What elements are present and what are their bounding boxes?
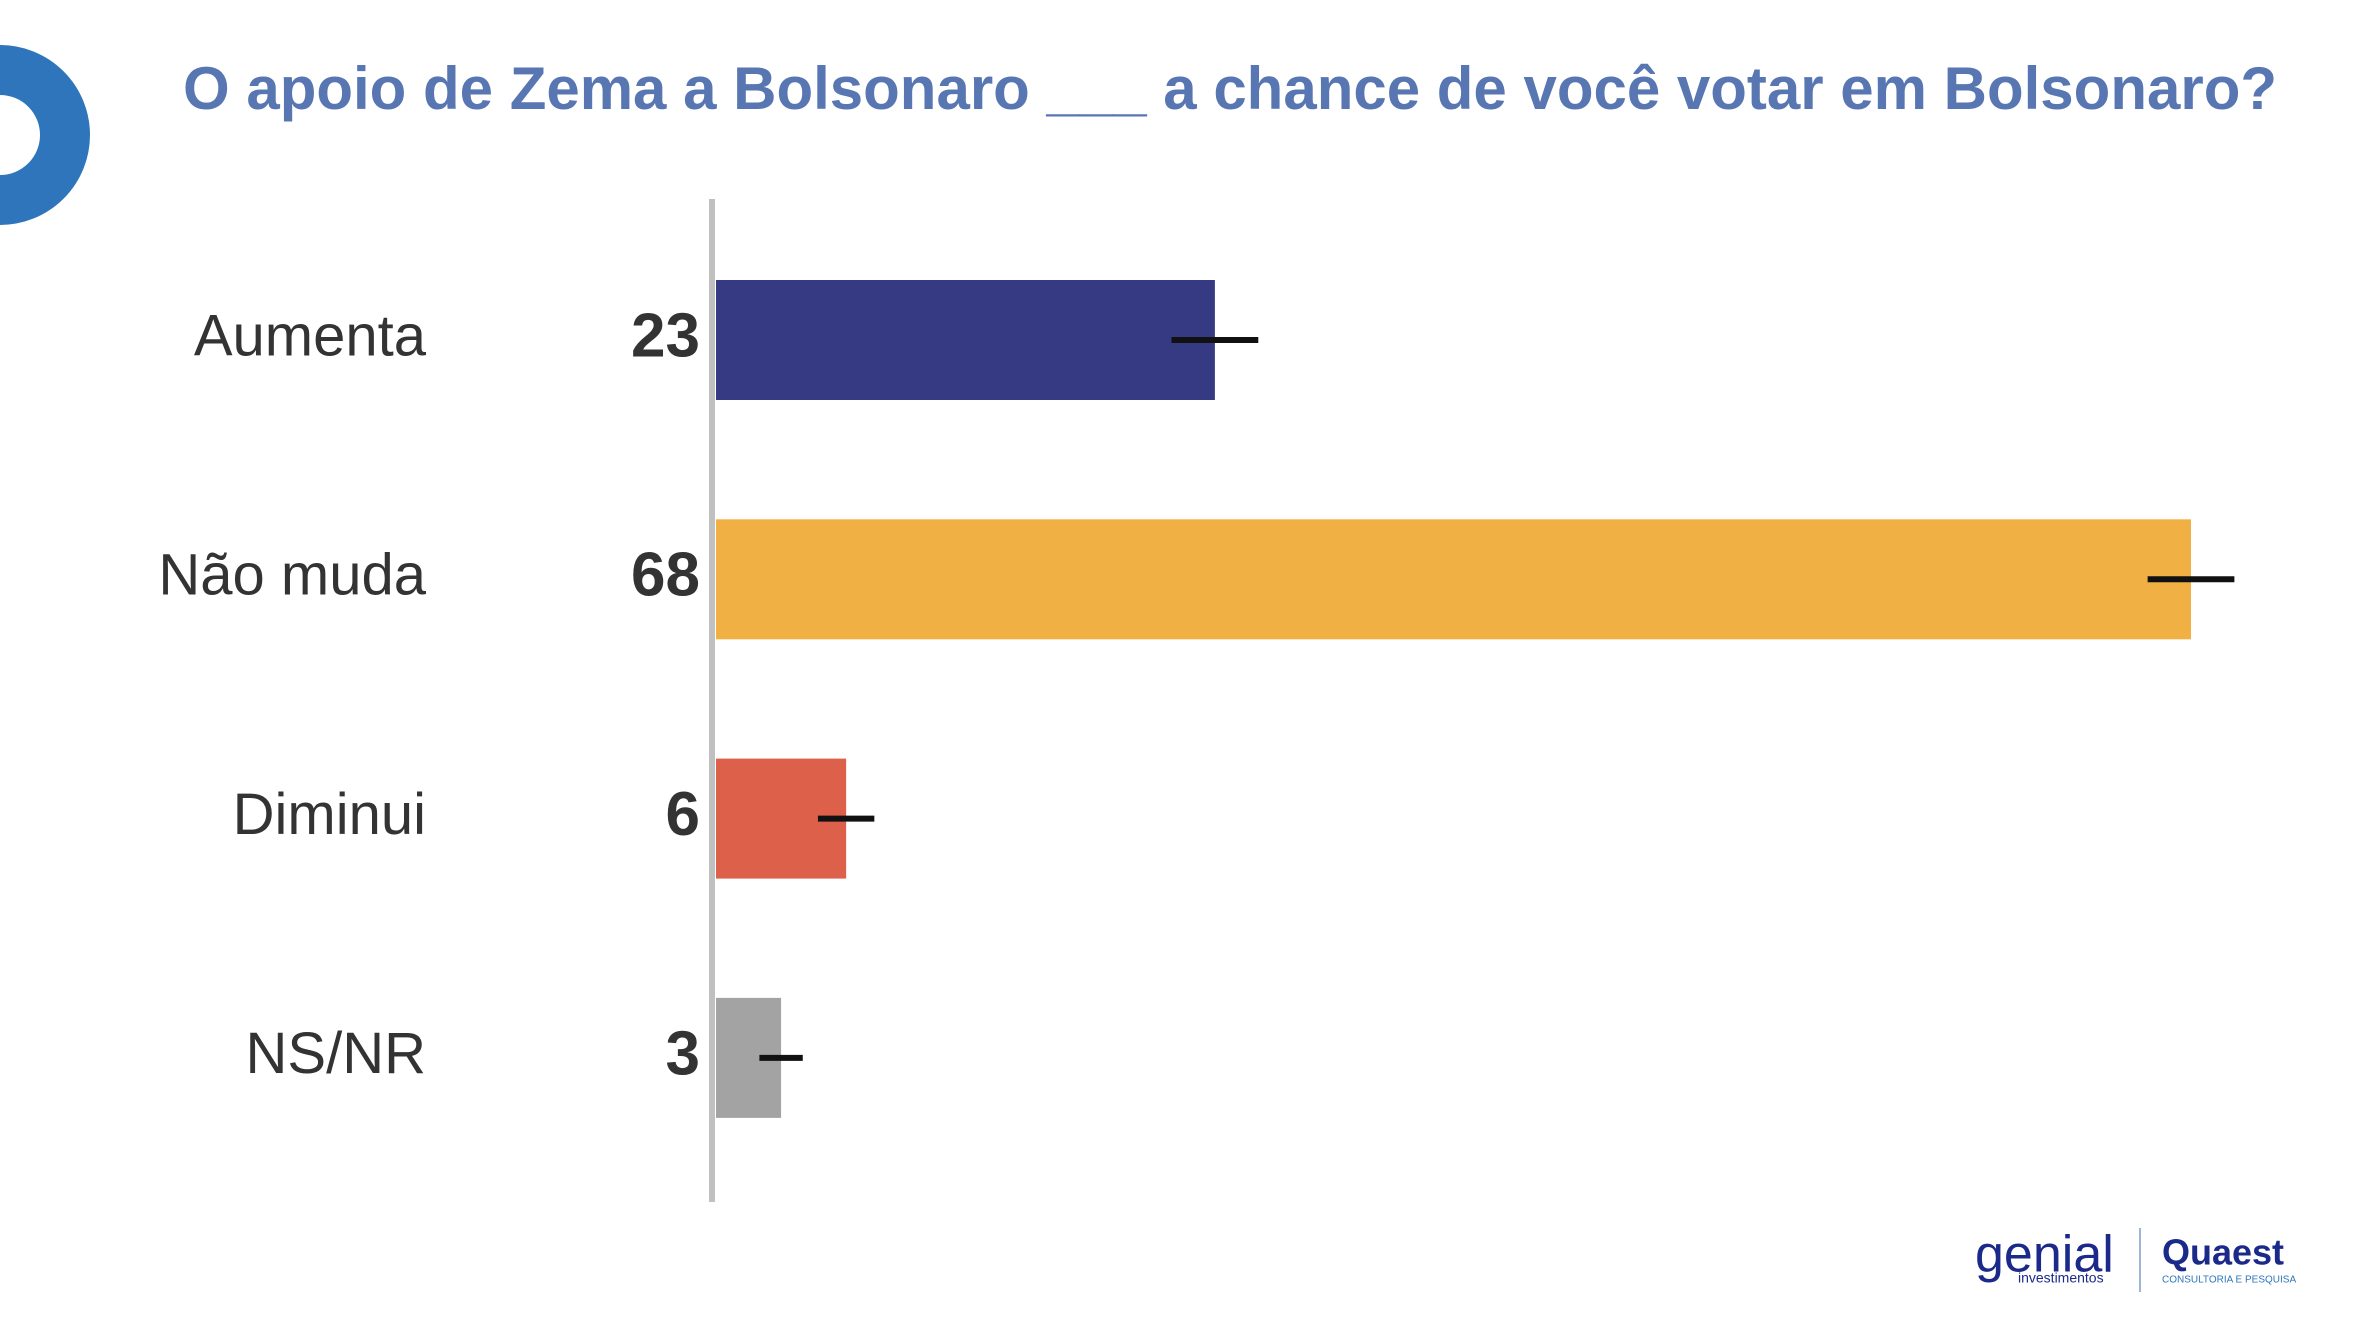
decoration: [0, 45, 90, 225]
category-label: NS/NR: [246, 1021, 426, 1086]
logo-text: Quaest: [2162, 1232, 2284, 1273]
category-label: Aumenta: [194, 303, 427, 368]
value-label: 3: [666, 1019, 700, 1088]
bar: [716, 280, 1215, 400]
value-label: 23: [631, 301, 700, 370]
category-label: Diminui: [233, 782, 426, 847]
logo-text: genial: [1975, 1226, 2114, 1284]
chart-title: O apoio de Zema a Bolsonaro ___ a chance…: [183, 55, 2277, 122]
category-label: Não muda: [158, 543, 426, 608]
value-label: 6: [666, 780, 700, 849]
logo: genial investimentos Quaest CONSULTORIA …: [1975, 1226, 2296, 1292]
bar: [716, 519, 2191, 640]
value-label: 68: [631, 541, 700, 610]
logo-text: investimentos: [2018, 1270, 2104, 1286]
logo-text: CONSULTORIA E PESQUISA: [2162, 1275, 2296, 1286]
